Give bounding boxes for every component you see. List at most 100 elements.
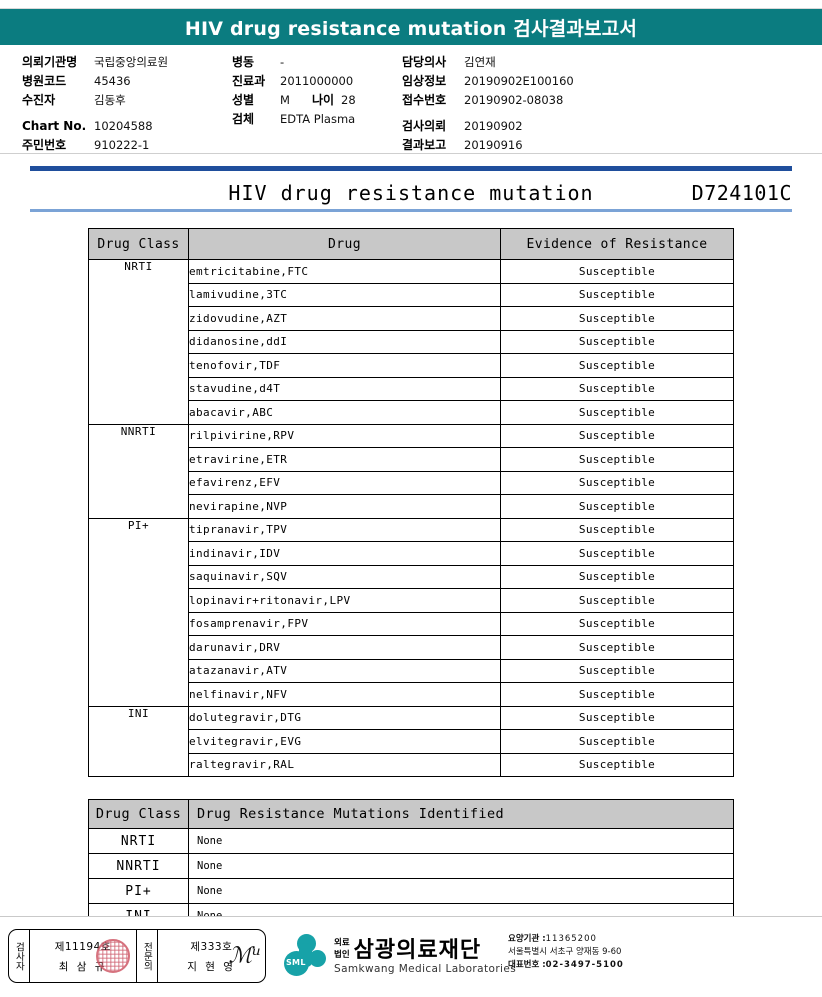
field-resident-no: 주민번호 910222-1 (22, 136, 237, 155)
field-institution-value: 국립중앙의료원 (94, 55, 169, 69)
field-ward: 병동 - (232, 53, 402, 72)
contact-line-3-label: 대표번호 : (508, 960, 546, 970)
cell-evidence: Susceptible (500, 282, 734, 307)
field-age-value: 28 (341, 93, 356, 107)
cell-evidence: Susceptible (500, 564, 734, 589)
lab-contact-info: 요양기관 :11365200 서울특별시 서초구 양재동 9-60 대표번호 :… (508, 933, 624, 972)
table-row: lopinavir+ritonavir,LPV Susceptible (89, 588, 734, 613)
lab-name-en: Samkwang Medical Laboratories (334, 962, 517, 975)
cell-drug-name: tipranavir,TPV (188, 517, 501, 542)
cell-evidence: Susceptible (500, 611, 734, 636)
cell-evidence: Susceptible (500, 470, 734, 495)
field-specimen: 검체 EDTA Plasma (232, 110, 402, 129)
stamp-role-specialist-label: 전문의 (141, 941, 153, 971)
cell-evidence: Susceptible (500, 423, 734, 448)
field-chart-no-label: Chart No. (22, 119, 87, 133)
stamp-role-specialist: 전문의 (137, 930, 158, 982)
stamp-specialist-license: 제333호 (190, 940, 233, 953)
table-row: didanosine,ddI Susceptible (89, 329, 734, 354)
contact-line-1-label: 요양기관 : (508, 934, 546, 944)
cell-drug-name: lopinavir+ritonavir,LPV (188, 588, 501, 613)
table-row: abacavir,ABC Susceptible (89, 400, 734, 425)
cell-drug-class: NRTI (88, 259, 189, 425)
cell-evidence: Susceptible (500, 517, 734, 542)
table-row: NRTI emtricitabine,FTC Susceptible (88, 259, 734, 425)
field-chart-no-value: 10204588 (94, 119, 153, 133)
cell-drug-class: INI (88, 705, 189, 777)
cell-evidence: Susceptible (500, 353, 734, 378)
field-doctor-value: 김연재 (464, 55, 496, 69)
cell-drug-name: stavudine,d4T (188, 376, 501, 401)
table-row: tenofovir,TDF Susceptible (89, 353, 734, 378)
cell-drug-name: elvitegravir,EVG (188, 729, 501, 754)
cell-mut-drug-class: PI+ (88, 878, 189, 904)
lab-prefix-line2: 법인 (334, 949, 350, 960)
field-hospital-code-label: 병원코드 (22, 74, 67, 88)
table-row: NRTI None (88, 828, 734, 854)
cell-drug-name: rilpivirine,RPV (188, 423, 501, 448)
cell-evidence: Susceptible (500, 658, 734, 683)
field-department: 진료과 2011000000 (232, 72, 402, 91)
cell-drug-name: nevirapine,NVP (188, 494, 501, 519)
mutation-table-wrap: Drug Class Drug Resistance Mutations Ide… (0, 799, 822, 929)
field-resident-no-value: 910222-1 (94, 138, 150, 152)
field-ward-value: - (280, 55, 285, 69)
field-department-label: 진료과 (232, 74, 266, 88)
section-rule-top (30, 166, 792, 171)
resistance-table: Drug Class Drug Evidence of Resistance N… (88, 228, 734, 777)
field-doctor-label: 담당의사 (402, 55, 447, 69)
cell-drug-name: tenofovir,TDF (188, 353, 501, 378)
signature-icon: ℳᵘ (228, 943, 261, 969)
field-ward-label: 병동 (232, 55, 255, 69)
cell-drug-name: emtricitabine,FTC (188, 259, 501, 284)
field-hospital-code-value: 45436 (94, 74, 131, 88)
field-sex-label: 성별 (232, 93, 255, 107)
field-order-date-label: 검사의뢰 (402, 119, 447, 133)
cell-mut-value: None (188, 828, 734, 854)
mutation-table-head: Drug Class Drug Resistance Mutations Ide… (88, 799, 734, 829)
contact-line-1-value: 11365200 (545, 934, 597, 944)
logo-dot-2 (309, 950, 326, 967)
contact-line-3: 대표번호 :02-3497-5100 (508, 959, 624, 972)
field-sex-value: M (280, 93, 290, 107)
field-age-label: 나이 (311, 93, 335, 107)
cell-evidence: Susceptible (500, 259, 734, 284)
field-hospital-code: 병원코드 45436 (22, 72, 237, 91)
cell-evidence: Susceptible (500, 494, 734, 519)
field-doctor: 담당의사 김연재 (402, 53, 662, 72)
field-accession-no-value: 20190902-08038 (464, 93, 564, 107)
field-report-date-label: 결과보고 (402, 138, 447, 152)
cell-mut-drug-class: NRTI (88, 828, 189, 854)
report-title-bar: HIV drug resistance mutation 검사결과보고서 (0, 9, 822, 45)
resistance-header-row: Drug Class Drug Evidence of Resistance (88, 228, 734, 260)
patient-info-column-3: 담당의사 김연재 임상정보 20190902E100160 접수번호 20190… (402, 53, 662, 155)
mutation-header-row: Drug Class Drug Resistance Mutations Ide… (88, 799, 734, 829)
field-accession-no: 접수번호 20190902-08038 (402, 91, 662, 110)
sml-logo-icon: SML (282, 934, 328, 978)
cell-evidence: Susceptible (500, 306, 734, 331)
section-code: D724101C (691, 181, 792, 205)
cell-evidence: Susceptible (500, 329, 734, 354)
red-seal-icon (96, 939, 130, 973)
cell-drug-class: NNRTI (88, 423, 189, 519)
cell-drug-name: atazanavir,ATV (188, 658, 501, 683)
field-order-date-value: 20190902 (464, 119, 523, 133)
table-row: PI+ None (88, 878, 734, 904)
col-head-drug-class: Drug Class (88, 228, 189, 260)
field-specimen-label: 검체 (232, 112, 255, 126)
table-row: elvitegravir,EVG Susceptible (89, 729, 734, 754)
mut-col-head-mutations: Drug Resistance Mutations Identified (188, 799, 734, 829)
page-top-strip (0, 0, 822, 9)
section-header: HIV drug resistance mutation D724101C (30, 166, 792, 212)
cell-evidence: Susceptible (500, 729, 734, 754)
cell-drug-name: etravirine,ETR (188, 447, 501, 472)
stamp-role-tester-label: 검사자 (13, 941, 25, 971)
section-title: HIV drug resistance mutation (228, 181, 594, 205)
mutation-table: Drug Class Drug Resistance Mutations Ide… (88, 799, 734, 929)
table-row: INI dolutegravir,DTG Susceptible (88, 705, 734, 777)
lab-prefix: 외료 법인 (334, 938, 354, 962)
table-row: NNRTI None (88, 853, 734, 879)
lab-name-ko: 삼광의료재단 (353, 937, 482, 963)
table-row: indinavir,IDV Susceptible (89, 541, 734, 566)
cell-evidence: Susceptible (500, 541, 734, 566)
